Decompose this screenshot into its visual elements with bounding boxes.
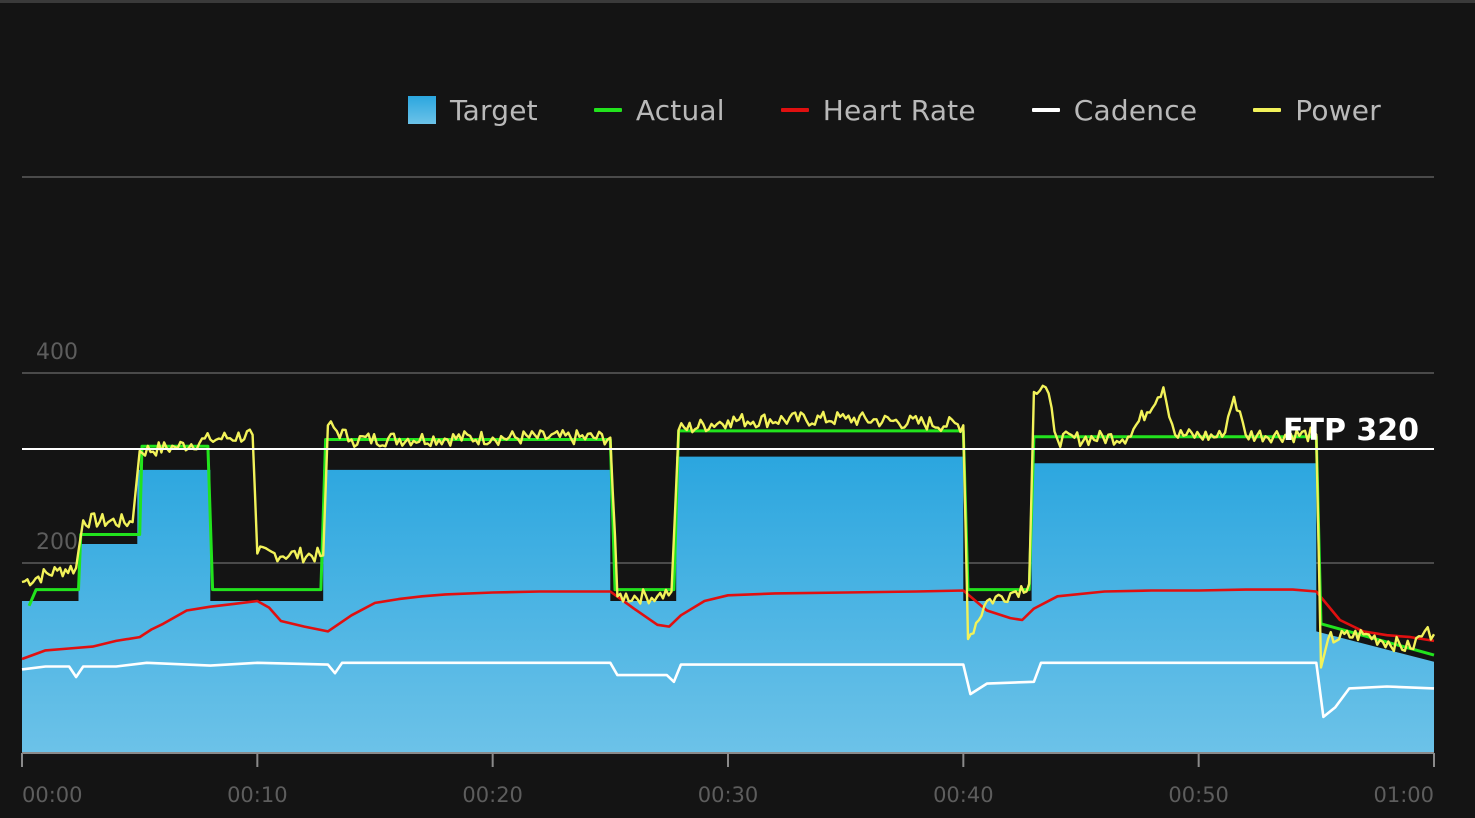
x-tick-label-5: 00:50	[1168, 783, 1229, 807]
y-tick-label-200: 200	[36, 530, 78, 555]
ftp-label: FTP 320	[1283, 413, 1419, 448]
heart-rate-legend-swatch	[780, 108, 809, 112]
chart-legend: Target Actual Heart Rate Cadence Power	[408, 88, 1381, 132]
target-area	[22, 456, 1434, 753]
legend-label-power: Power	[1295, 93, 1381, 127]
heart-rate-line	[21, 588, 1435, 661]
legend-item-actual[interactable]: Actual	[593, 93, 725, 127]
x-tick-label-2: 00:20	[462, 783, 523, 807]
y-tick-label-400: 400	[36, 340, 78, 365]
power-legend-swatch	[1253, 108, 1282, 112]
x-tick-label-3: 00:30	[698, 783, 759, 807]
x-tick-label-1: 00:10	[227, 783, 288, 807]
legend-label-heart-rate: Heart Rate	[822, 93, 976, 127]
x-tick-label-6: 01:00	[1373, 783, 1434, 807]
actual-legend-swatch	[593, 108, 622, 112]
legend-item-heart-rate[interactable]: Heart Rate	[780, 93, 976, 127]
legend-label-target: Target	[450, 93, 538, 127]
cadence-legend-swatch	[1031, 108, 1060, 112]
target-series	[22, 456, 1434, 753]
top-border	[0, 0, 1475, 3]
legend-label-actual: Actual	[635, 93, 725, 127]
legend-label-cadence: Cadence	[1073, 93, 1198, 127]
legend-item-target[interactable]: Target	[408, 94, 538, 127]
x-tick-label-4: 00:40	[933, 783, 994, 807]
cadence-line	[21, 661, 1435, 719]
ftp-marker: FTP 320	[22, 413, 1434, 450]
legend-item-power[interactable]: Power	[1253, 94, 1381, 127]
x-axis: 00:00 00:10 00:20 00:30 00:40 00:50 01:00	[21, 752, 1435, 807]
legend-item-cadence[interactable]: Cadence	[1031, 93, 1198, 127]
line-series	[21, 384, 1436, 719]
power-line	[21, 384, 1436, 669]
target-legend-swatch	[408, 96, 436, 124]
x-tick-label-0: 00:00	[22, 783, 83, 807]
